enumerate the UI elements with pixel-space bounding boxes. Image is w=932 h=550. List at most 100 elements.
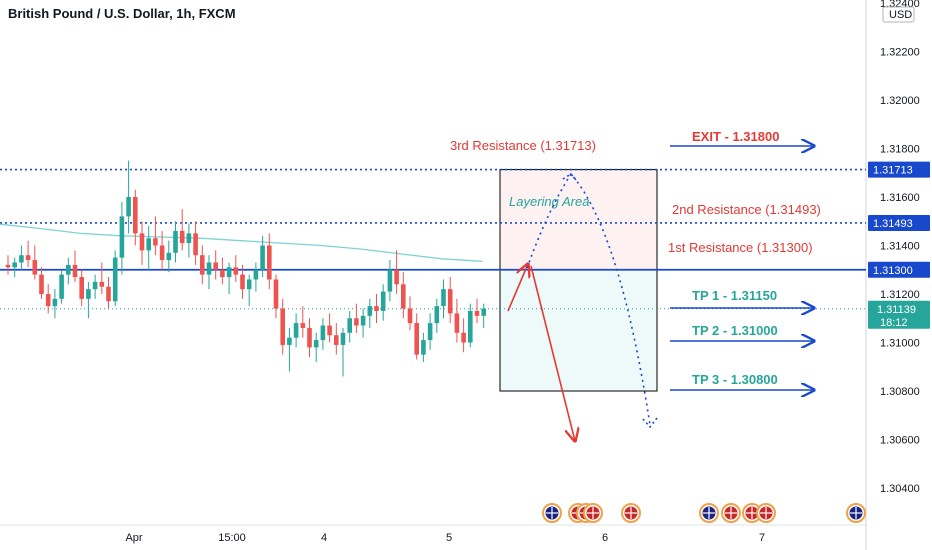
candle-body [166,252,172,261]
candle-body [481,308,486,316]
event-flag-icon [756,503,776,523]
candle [320,318,326,350]
candle-body [66,264,71,275]
price-tag-label: 1.31493 [873,218,913,230]
candle [280,298,285,355]
candle-body [447,289,453,314]
candle [112,250,118,307]
candle [119,201,125,275]
candle-body [407,308,413,324]
price-tag-label: 1.31300 [873,265,913,277]
x-tick-label: 4 [321,532,327,544]
candle [193,221,198,265]
candle [66,257,71,285]
candle-body [260,245,265,270]
candle-body [320,325,326,341]
candle-body [25,255,31,261]
candle [79,269,84,307]
candle [334,323,339,355]
candle [240,264,245,299]
candle-body [45,294,51,307]
candle [39,267,44,299]
candle-body [307,327,312,348]
target-zone-box [499,269,658,392]
candle [19,245,24,270]
candle-body [280,308,285,345]
candle-body [360,315,366,326]
x-tick-label: 15:00 [218,532,246,544]
event-flag-icon [721,503,741,523]
candle-body [367,306,373,316]
candle [133,189,138,246]
y-tick-label: 1.32200 [880,47,920,59]
candle-body [340,332,346,345]
current-price-tag [868,300,930,329]
y-tick-label: 1.30600 [880,435,920,447]
candle [468,303,473,348]
candle [213,250,218,280]
candle [86,281,91,319]
candle [220,257,225,285]
candle [380,284,386,321]
candle-body [300,323,306,328]
y-tick-label: 1.31400 [880,241,920,253]
resistance-label: 1st Resistance (1.31300) [668,240,813,255]
price-tag-label: 1.31713 [873,165,913,177]
zone-label: Layering Area [509,194,589,209]
candle-body [354,318,359,326]
y-tick-label: 1.32400 [880,0,920,10]
candle [5,255,11,275]
candle-body [246,279,252,290]
candle-body [39,274,44,294]
candle [253,262,259,292]
candle [454,298,460,343]
candle-body [233,267,239,275]
candle-body [200,255,205,275]
candle [307,318,312,358]
candle [367,298,373,328]
x-tick-label: Apr [125,532,142,544]
candle [52,289,58,319]
candle-body [454,313,460,333]
candle [293,313,299,348]
y-tick-label: 1.31200 [880,289,920,301]
event-flag-icon [542,503,562,523]
x-tick-label: 5 [446,532,452,544]
candle-body [126,197,131,217]
target-label: EXIT - 1.31800 [692,129,779,144]
candle [287,327,292,372]
candle [226,262,232,294]
candle-body [133,197,138,234]
candle-body [72,264,78,278]
candle [206,255,212,290]
candle-body [441,289,446,307]
candle [92,274,98,299]
candle-body [220,269,225,278]
candle-body [461,332,466,343]
candle [354,303,359,333]
y-tick-label: 1.30400 [880,483,920,495]
moving-average-line [0,223,483,262]
candle-body [414,323,419,355]
candle-body [106,286,111,302]
candle-body [159,245,165,261]
candle [300,306,306,338]
y-tick-label: 1.32000 [880,95,920,107]
candle-body [334,335,339,345]
candle-body [313,340,319,348]
candle [139,221,145,265]
event-flag-icon [621,503,641,523]
candle [273,274,279,319]
candle [25,240,31,268]
candle-body [474,310,480,316]
candle [179,209,185,251]
candle [126,160,131,234]
candle [434,298,440,333]
y-tick-label: 1.30800 [880,386,920,398]
candle [106,277,111,309]
candle [59,269,64,304]
price-tag [868,261,930,278]
candle-body [387,269,393,292]
